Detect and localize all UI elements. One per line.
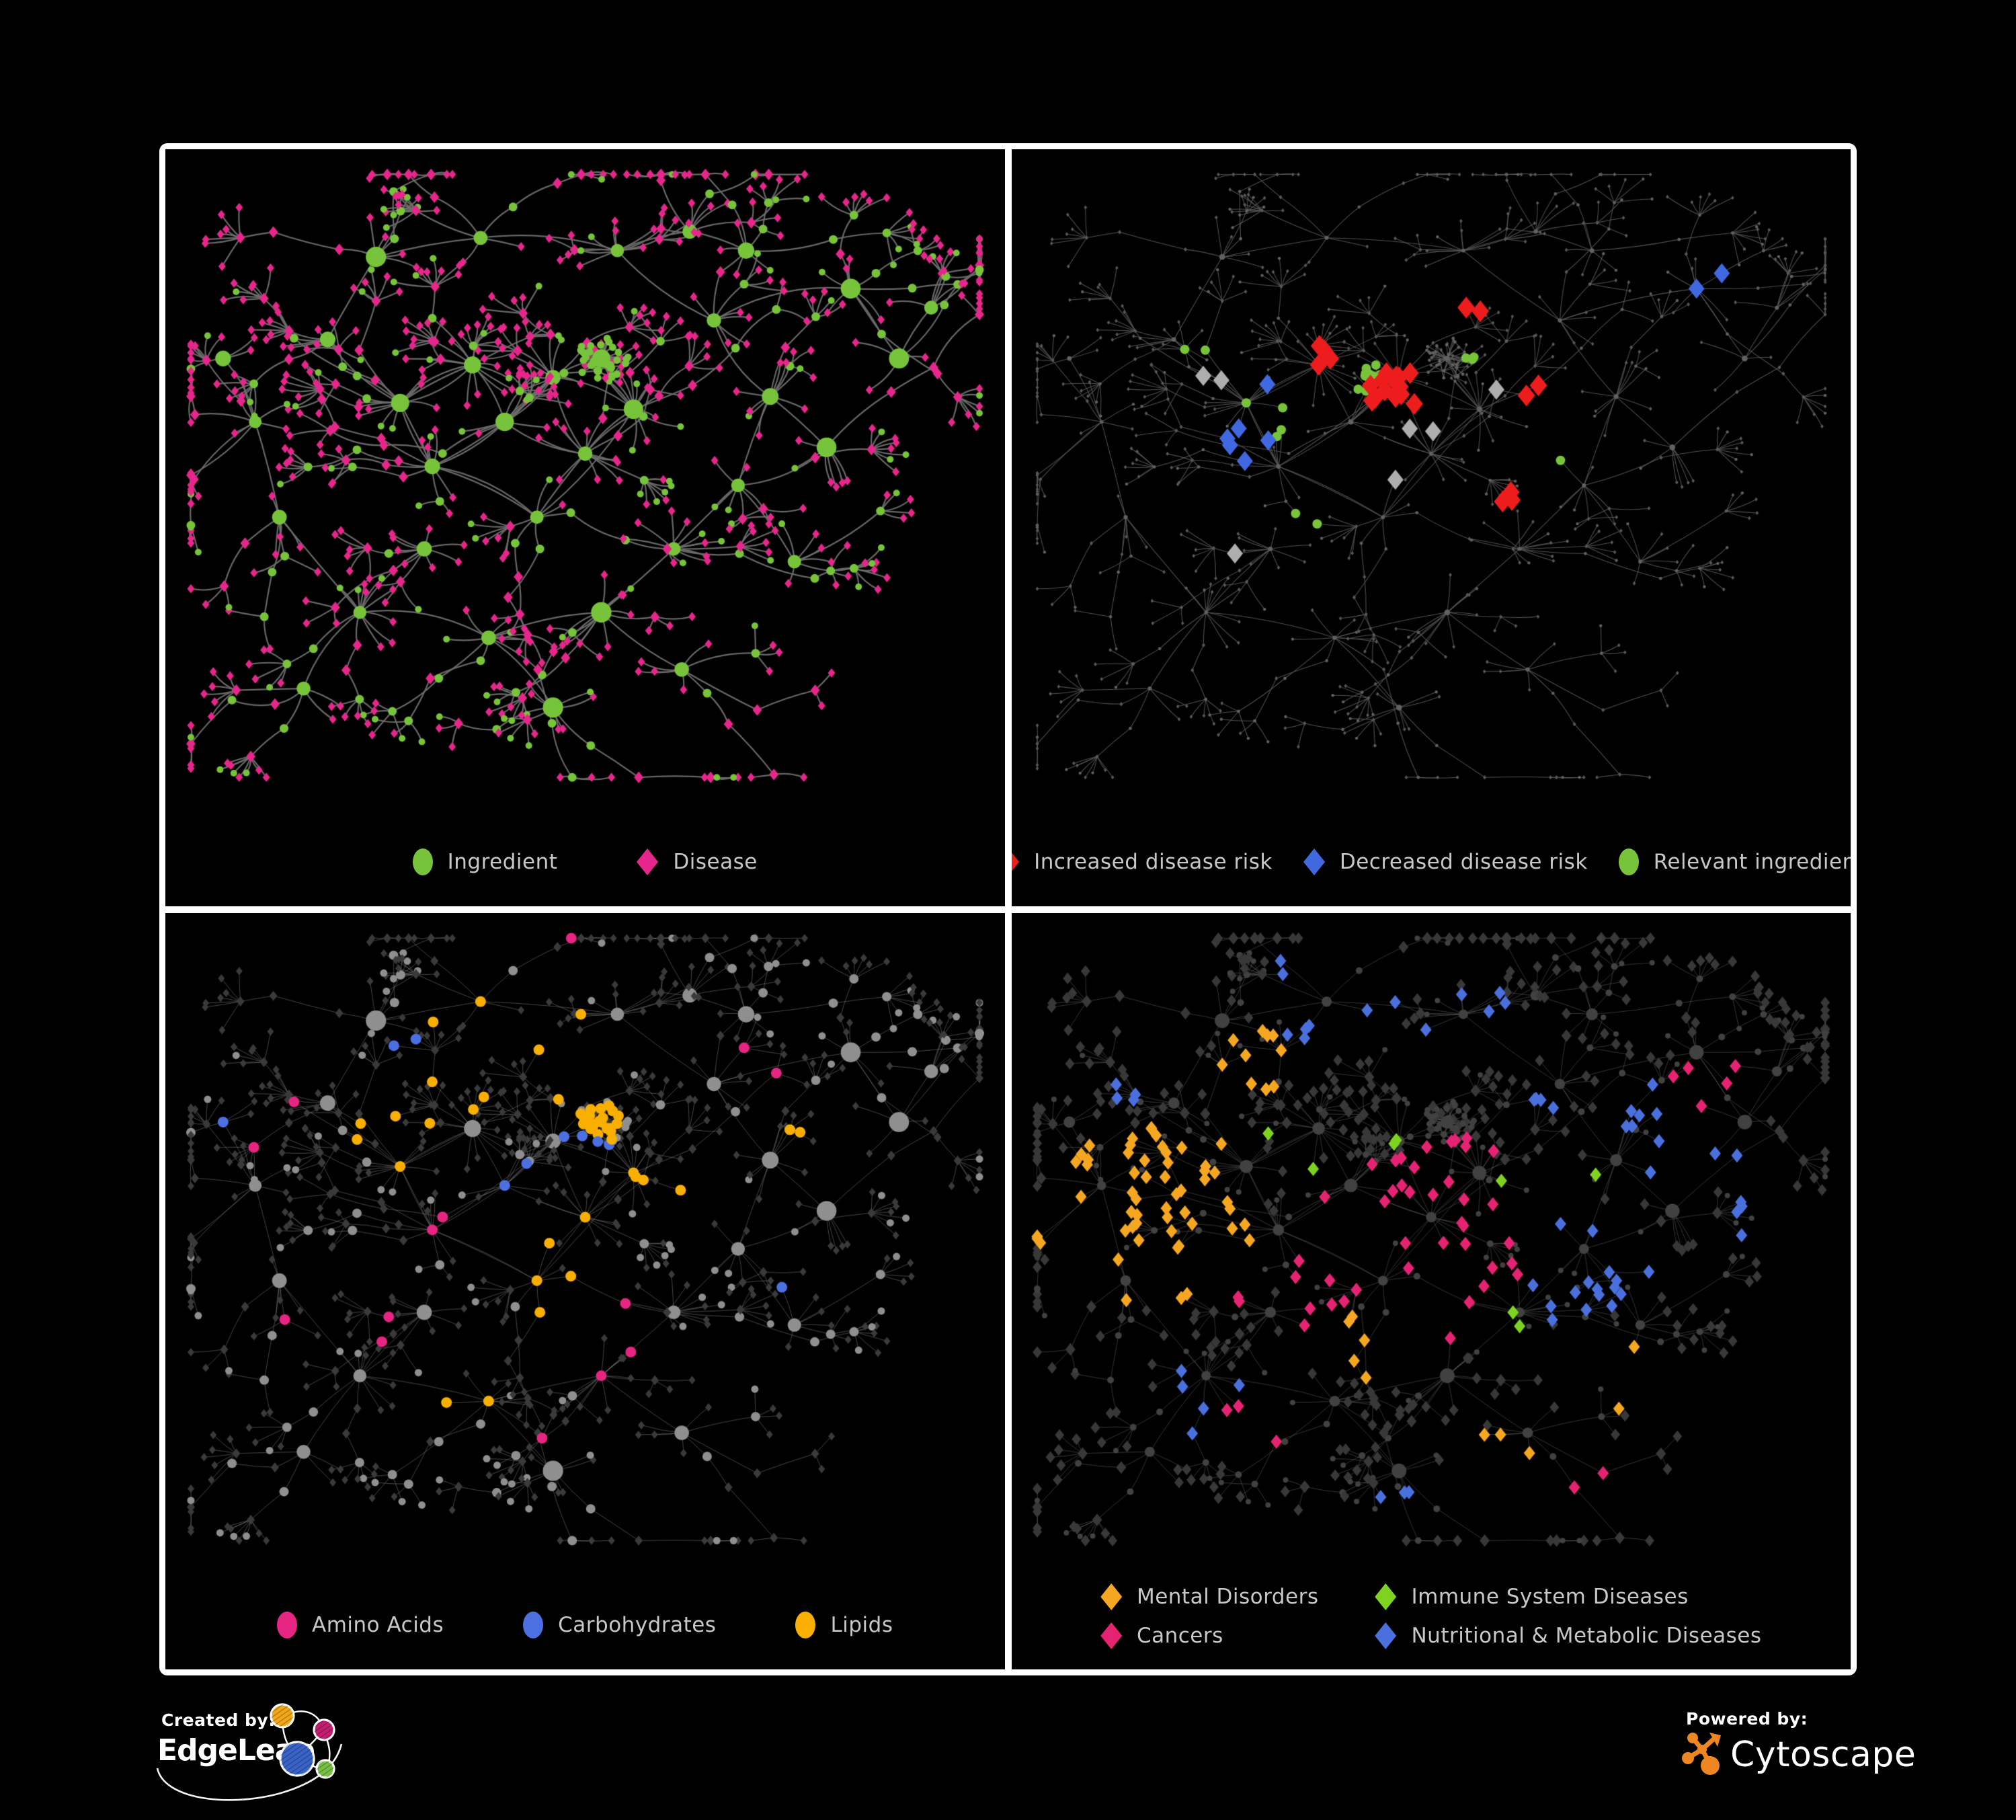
legend-label-carbohydrates: Carbohydrates (558, 1613, 717, 1637)
legend-label-immune-system-diseases: Immune System Diseases (1411, 1585, 1689, 1609)
legend-label-increased-risk: Increased disease risk (1034, 849, 1273, 874)
legend-label-amino-acids: Amino Acids (312, 1613, 444, 1637)
created-by-label: Created by: (161, 1710, 276, 1730)
nutritional-metabolic-diseases-icon (1375, 1622, 1397, 1649)
network-canvas-chemical-classes (165, 912, 1005, 1669)
legend-item-immune-system-diseases: Immune System Diseases (1375, 1583, 1761, 1610)
edgeleap-logo-icon (270, 1703, 335, 1779)
legend-disease-risk: Increased disease risk Decreased disease… (1011, 848, 1851, 875)
legend-label-nutritional-metabolic-diseases: Nutritional & Metabolic Diseases (1411, 1624, 1762, 1648)
legend-label-disease: Disease (673, 849, 758, 874)
ingredient-node-icon (412, 848, 433, 875)
powered-by-block: Powered by: Cytoscape (1679, 1704, 1975, 1805)
legend-label-ingredient: Ingredient (447, 849, 558, 874)
legend-item-cancers: Cancers (1100, 1622, 1319, 1649)
legend-disease-classes: Mental Disorders Immune System Diseases … (1100, 1583, 1762, 1649)
amino-acids-icon (277, 1612, 297, 1638)
legend-chemical-classes: Amino Acids Carbohydrates Lipids (165, 1612, 1005, 1638)
lipids-icon (795, 1612, 816, 1638)
immune-system-diseases-icon (1375, 1583, 1397, 1610)
powered-by-label: Powered by: (1686, 1709, 1808, 1729)
increased-risk-icon (1011, 852, 1020, 871)
decreased-risk-icon (1303, 848, 1325, 875)
legend-ingredient-disease: Ingredient Disease (165, 848, 1005, 875)
legend-item-nutritional-metabolic-diseases: Nutritional & Metabolic Diseases (1375, 1622, 1761, 1649)
legend-item-relevant-ingredient: Relevant ingredient (1618, 848, 1851, 875)
legend-label-mental-disorders: Mental Disorders (1136, 1585, 1319, 1609)
legend-label-decreased-risk: Decreased disease risk (1339, 849, 1588, 874)
legend-item-amino-acids: Amino Acids (277, 1612, 444, 1638)
legend-item-decreased-risk: Decreased disease risk (1303, 848, 1588, 875)
carbohydrates-icon (523, 1612, 544, 1638)
cancers-icon (1100, 1622, 1122, 1649)
legend-item-increased-risk: Increased disease risk (1011, 848, 1273, 875)
legend-label-relevant-ingredient: Relevant ingredient (1653, 849, 1851, 874)
network-canvas-ingredient-disease (165, 149, 1005, 906)
legend-item-disease: Disease (637, 848, 757, 875)
panel-disease-risk: Increased disease risk Decreased disease… (1011, 149, 1851, 906)
legend-item-mental-disorders: Mental Disorders (1100, 1583, 1319, 1610)
relevant-ingredient-icon (1618, 848, 1639, 875)
panel-chemical-classes: Amino Acids Carbohydrates Lipids (165, 912, 1005, 1669)
panel-disease-classes: Mental Disorders Immune System Diseases … (1011, 912, 1851, 1669)
legend-label-cancers: Cancers (1136, 1624, 1223, 1648)
legend-item-carbohydrates: Carbohydrates (523, 1612, 716, 1638)
cytoscape-logo-icon (1682, 1733, 1721, 1775)
legend-label-lipids: Lipids (830, 1613, 893, 1637)
network-canvas-disease-risk (1011, 149, 1851, 906)
disease-node-icon (637, 848, 659, 875)
network-canvas-disease-classes (1011, 912, 1851, 1669)
panel-ingredient-disease: Ingredient Disease (165, 149, 1005, 906)
cytoscape-brand: Cytoscape (1730, 1735, 1917, 1775)
mental-disorders-icon (1100, 1583, 1122, 1610)
legend-item-ingredient: Ingredient (412, 848, 558, 875)
created-by-block: Created by: EdgeLeap (153, 1703, 375, 1818)
legend-item-lipids: Lipids (795, 1612, 893, 1638)
figure-grid: Ingredient Disease Increased disease ris… (159, 143, 1857, 1675)
